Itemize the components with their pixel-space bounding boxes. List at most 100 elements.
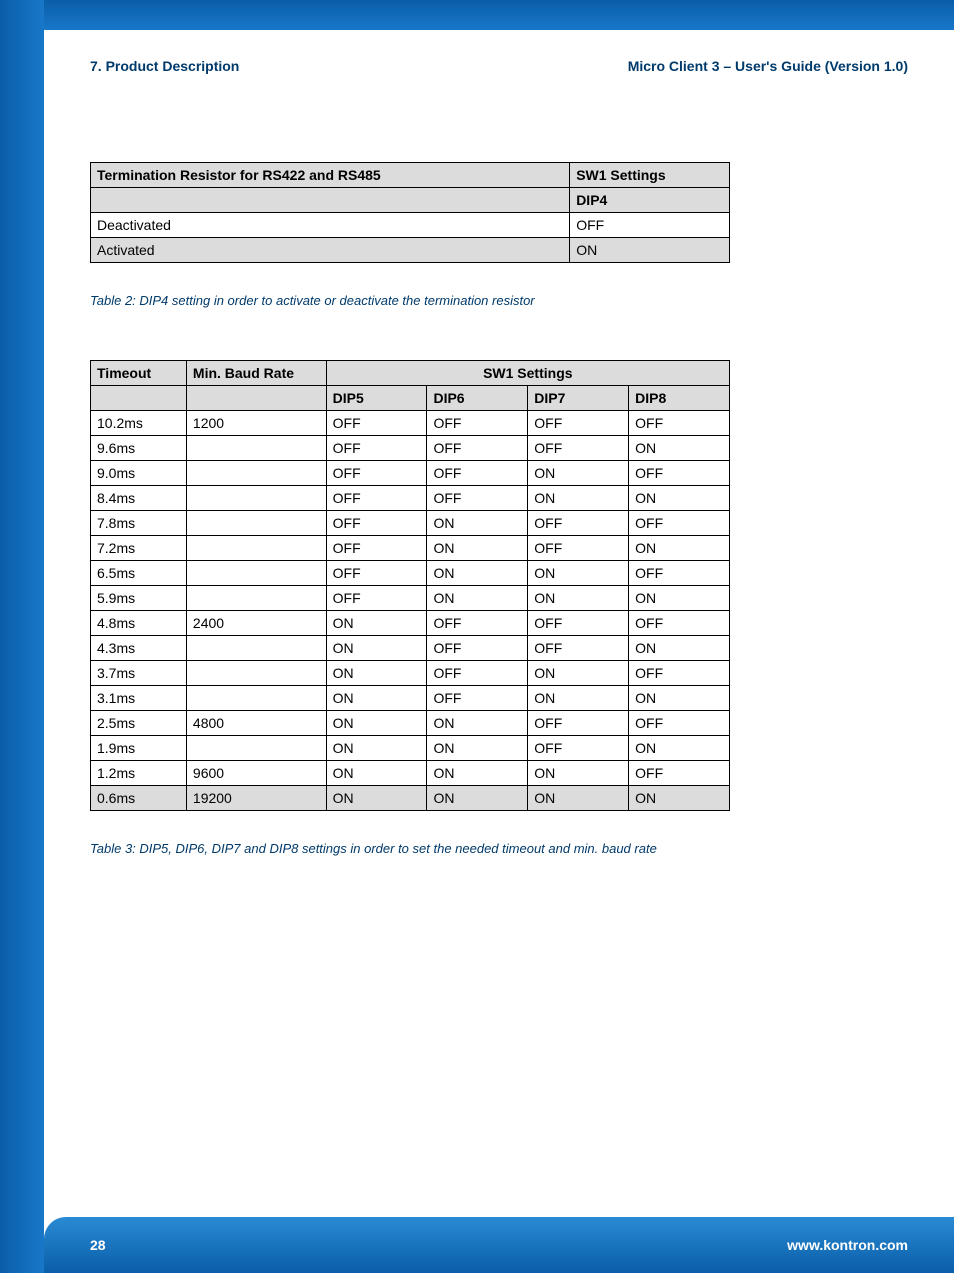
t2-cell-d7: ON (528, 461, 629, 486)
t2-cell-t: 9.6ms (91, 436, 187, 461)
table-row: 10.2ms1200OFFOFFOFFOFF (91, 411, 730, 436)
termination-resistor-table: Termination Resistor for RS422 and RS485… (90, 162, 730, 263)
t2-cell-t: 10.2ms (91, 411, 187, 436)
t2-cell-d7: ON (528, 661, 629, 686)
t2-cell-d8: ON (629, 586, 730, 611)
t1-value-cell: ON (570, 238, 730, 263)
t2-cell-d5: OFF (326, 436, 427, 461)
page-number: 28 (90, 1237, 106, 1253)
table-row: 3.1msONOFFONON (91, 686, 730, 711)
t2-cell-t: 3.7ms (91, 661, 187, 686)
t2-cell-d6: ON (427, 761, 528, 786)
t2-cell-d5: ON (326, 636, 427, 661)
table-row: 6.5msOFFONONOFF (91, 561, 730, 586)
t2-cell-d8: OFF (629, 661, 730, 686)
table-row: 9.0msOFFOFFONOFF (91, 461, 730, 486)
t2-cell-d5: ON (326, 611, 427, 636)
t1-value-cell: OFF (570, 213, 730, 238)
table-row: 8.4msOFFOFFONON (91, 486, 730, 511)
t2-cell-t: 8.4ms (91, 486, 187, 511)
t2-cell-b (186, 561, 326, 586)
t2-cell-d6: OFF (427, 686, 528, 711)
t2-h-timeout: Timeout (91, 361, 187, 386)
t2-h-dip8: DIP8 (629, 386, 730, 411)
t2-cell-d6: ON (427, 711, 528, 736)
t2-cell-t: 4.3ms (91, 636, 187, 661)
t2-cell-d5: OFF (326, 561, 427, 586)
t1-label-cell: Deactivated (91, 213, 570, 238)
table-row: 2.5ms4800ONONOFFOFF (91, 711, 730, 736)
t2-cell-d8: OFF (629, 561, 730, 586)
t2-cell-d8: ON (629, 536, 730, 561)
t1-dip4-subheader: DIP4 (570, 188, 730, 213)
t2-cell-d7: OFF (528, 536, 629, 561)
table-row: 4.8ms2400ONOFFOFFOFF (91, 611, 730, 636)
table-row: 1.9msONONOFFON (91, 736, 730, 761)
page-header: 7. Product Description Micro Client 3 – … (90, 58, 908, 74)
t2-cell-b (186, 736, 326, 761)
left-blue-strip (0, 0, 44, 1273)
table-row: 3.7msONOFFONOFF (91, 661, 730, 686)
t2-cell-d5: OFF (326, 411, 427, 436)
t2-cell-t: 1.9ms (91, 736, 187, 761)
t2-cell-b: 4800 (186, 711, 326, 736)
t2-cell-d8: OFF (629, 711, 730, 736)
t2-sub-empty1 (91, 386, 187, 411)
t2-cell-b (186, 536, 326, 561)
t2-cell-d7: ON (528, 686, 629, 711)
t2-cell-d5: ON (326, 661, 427, 686)
table-row: 5.9msOFFONONON (91, 586, 730, 611)
t2-cell-d7: ON (528, 761, 629, 786)
t2-h-sw1: SW1 Settings (326, 361, 729, 386)
t2-cell-b (186, 461, 326, 486)
t2-cell-d7: ON (528, 586, 629, 611)
t2-cell-t: 1.2ms (91, 761, 187, 786)
table2-caption: Table 3: DIP5, DIP6, DIP7 and DIP8 setti… (90, 841, 908, 856)
t2-cell-d5: ON (326, 711, 427, 736)
footer-url: www.kontron.com (787, 1237, 908, 1253)
t2-h-baud: Min. Baud Rate (186, 361, 326, 386)
t2-cell-d8: OFF (629, 411, 730, 436)
t2-cell-b (186, 486, 326, 511)
t2-cell-d6: ON (427, 511, 528, 536)
t2-cell-d6: OFF (427, 636, 528, 661)
t2-cell-b: 19200 (186, 786, 326, 811)
table-row: 4.3msONOFFOFFON (91, 636, 730, 661)
t2-cell-d8: ON (629, 636, 730, 661)
t2-cell-t: 5.9ms (91, 586, 187, 611)
t2-cell-b: 2400 (186, 611, 326, 636)
t2-cell-t: 0.6ms (91, 786, 187, 811)
t2-cell-b: 1200 (186, 411, 326, 436)
t2-cell-d5: OFF (326, 486, 427, 511)
t2-cell-t: 7.2ms (91, 536, 187, 561)
t2-cell-d7: ON (528, 486, 629, 511)
t2-cell-d7: ON (528, 786, 629, 811)
table-row: DeactivatedOFF (91, 213, 730, 238)
t2-cell-d8: ON (629, 736, 730, 761)
t2-cell-d7: ON (528, 561, 629, 586)
t2-cell-d5: ON (326, 736, 427, 761)
top-blue-strip (0, 0, 954, 30)
t2-cell-t: 6.5ms (91, 561, 187, 586)
t2-cell-b (186, 686, 326, 711)
table-row: Timeout Min. Baud Rate SW1 Settings (91, 361, 730, 386)
t2-cell-d6: OFF (427, 461, 528, 486)
t1-label-cell: Activated (91, 238, 570, 263)
t2-cell-d8: ON (629, 686, 730, 711)
t2-cell-d6: OFF (427, 486, 528, 511)
header-left: 7. Product Description (90, 58, 239, 74)
t2-cell-t: 7.8ms (91, 511, 187, 536)
t2-cell-d7: OFF (528, 711, 629, 736)
t2-cell-d5: ON (326, 786, 427, 811)
t2-cell-d6: OFF (427, 436, 528, 461)
t1-col1-header: Termination Resistor for RS422 and RS485 (91, 163, 570, 188)
t2-cell-d6: ON (427, 786, 528, 811)
t2-cell-d6: ON (427, 536, 528, 561)
t2-cell-d7: OFF (528, 736, 629, 761)
t2-cell-d6: OFF (427, 611, 528, 636)
t2-cell-d7: OFF (528, 411, 629, 436)
t2-cell-d6: ON (427, 561, 528, 586)
t2-cell-d7: OFF (528, 611, 629, 636)
t2-cell-d6: ON (427, 586, 528, 611)
t2-cell-t: 3.1ms (91, 686, 187, 711)
